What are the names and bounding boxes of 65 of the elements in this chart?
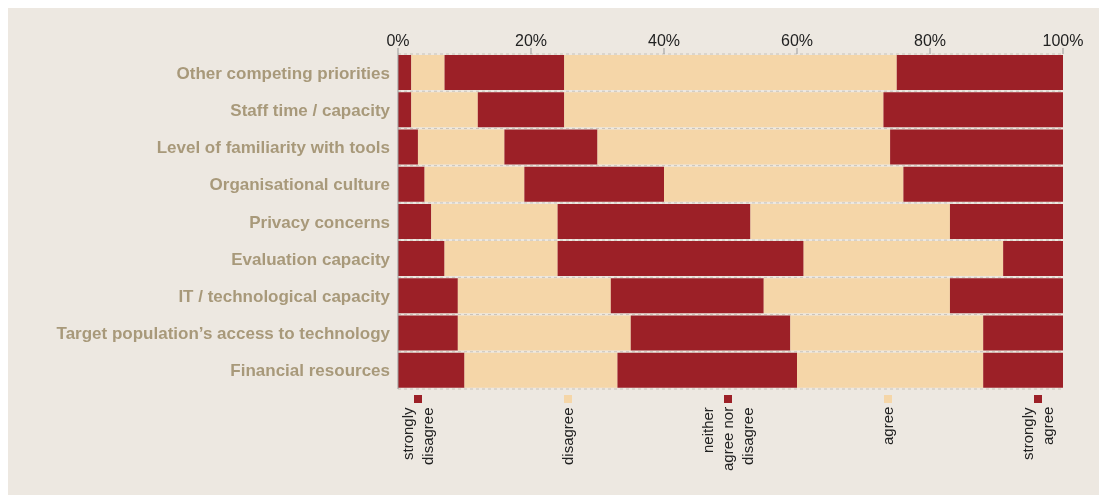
y-tick-label: Financial resources — [230, 361, 390, 381]
x-tick-label: 80% — [913, 32, 947, 49]
bar — [431, 203, 558, 239]
bar — [883, 92, 1063, 128]
bar — [444, 241, 558, 277]
bar — [411, 55, 445, 90]
bar — [398, 241, 445, 277]
y-tick-label: Privacy concerns — [249, 212, 390, 232]
bar — [797, 352, 984, 388]
bar — [630, 315, 791, 351]
bar — [557, 241, 804, 277]
bar — [398, 55, 412, 90]
bar — [949, 203, 1063, 239]
bar — [557, 203, 751, 239]
y-tick-label: Target population’s access to technology — [56, 324, 391, 344]
bar — [664, 166, 904, 202]
bar — [398, 352, 465, 388]
legend-label: disagree — [558, 407, 577, 467]
bar — [617, 352, 797, 388]
bar — [457, 278, 611, 314]
bar — [444, 55, 565, 90]
bar — [564, 92, 884, 128]
legend-label: strongly disagree — [398, 407, 437, 467]
bar — [763, 278, 950, 314]
y-tick-label: Other competing priorities — [176, 63, 390, 83]
bar — [398, 129, 418, 165]
bar — [896, 55, 1063, 90]
bar — [398, 278, 458, 314]
bar — [398, 203, 432, 239]
bar — [890, 129, 1063, 165]
bar — [983, 315, 1063, 351]
bar — [610, 278, 764, 314]
bar — [903, 166, 1063, 202]
bar — [398, 166, 425, 202]
bar — [411, 92, 478, 128]
legend-label: neither agree nor disagree — [698, 407, 757, 474]
bar — [504, 129, 598, 165]
y-tick-label: Organisational culture — [209, 175, 390, 195]
bar — [803, 241, 1004, 277]
bar — [790, 315, 984, 351]
bar — [597, 129, 891, 165]
bar — [417, 129, 505, 165]
x-tick-label: 20% — [514, 32, 548, 49]
bar — [457, 315, 631, 351]
bar — [424, 166, 525, 202]
x-tick-label: 60% — [780, 32, 814, 49]
bar — [750, 203, 950, 239]
x-tick-label: 0% — [386, 32, 410, 49]
x-tick-label: 100% — [1042, 32, 1084, 49]
bar — [398, 92, 412, 128]
x-tick-label: 40% — [647, 32, 681, 49]
bar — [983, 352, 1063, 388]
legend-label: strongly agree — [1018, 407, 1057, 462]
y-tick-label: Staff time / capacity — [230, 100, 391, 120]
bar — [1003, 241, 1063, 277]
y-tick-label: IT / technological capacity — [178, 286, 391, 306]
y-tick-label: Evaluation capacity — [231, 249, 391, 269]
bar — [464, 352, 618, 388]
bar — [477, 92, 565, 128]
bar — [398, 315, 458, 351]
bar — [949, 278, 1063, 314]
legend-label: agree — [878, 407, 897, 448]
y-tick-label: Level of familiarity with tools — [156, 138, 390, 158]
bar — [564, 55, 897, 90]
bar — [524, 166, 664, 202]
